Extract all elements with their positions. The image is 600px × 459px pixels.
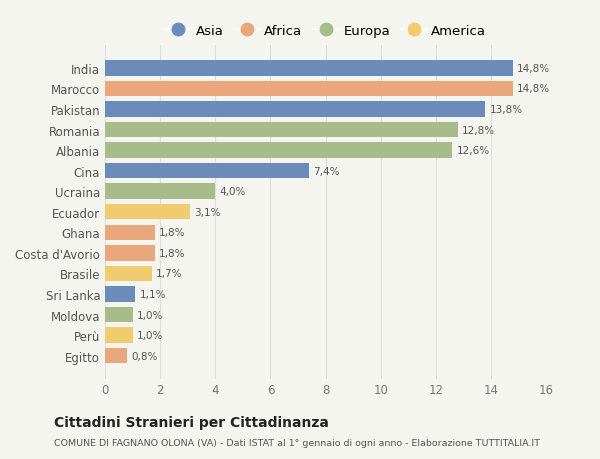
Text: 7,4%: 7,4% <box>313 166 340 176</box>
Text: Cittadini Stranieri per Cittadinanza: Cittadini Stranieri per Cittadinanza <box>54 415 329 429</box>
Bar <box>105 123 458 138</box>
Bar <box>105 205 190 220</box>
Text: 0,8%: 0,8% <box>131 351 158 361</box>
Text: 13,8%: 13,8% <box>490 105 523 115</box>
Bar <box>105 348 127 364</box>
Legend: Asia, Africa, Europa, America: Asia, Africa, Europa, America <box>160 19 491 43</box>
Text: 14,8%: 14,8% <box>517 64 550 74</box>
Text: 1,0%: 1,0% <box>137 310 163 320</box>
Text: 4,0%: 4,0% <box>220 187 246 197</box>
Bar <box>105 82 513 97</box>
Text: 1,1%: 1,1% <box>139 289 166 299</box>
Bar <box>105 266 152 281</box>
Text: 12,6%: 12,6% <box>457 146 490 156</box>
Text: 12,8%: 12,8% <box>462 125 495 135</box>
Text: 3,1%: 3,1% <box>194 207 221 217</box>
Bar <box>105 184 215 200</box>
Text: 1,8%: 1,8% <box>159 228 185 238</box>
Text: COMUNE DI FAGNANO OLONA (VA) - Dati ISTAT al 1° gennaio di ogni anno - Elaborazi: COMUNE DI FAGNANO OLONA (VA) - Dati ISTA… <box>54 438 540 448</box>
Text: 1,0%: 1,0% <box>137 330 163 340</box>
Bar <box>105 102 485 118</box>
Bar <box>105 328 133 343</box>
Bar <box>105 225 155 241</box>
Bar <box>105 286 136 302</box>
Bar <box>105 246 155 261</box>
Text: 14,8%: 14,8% <box>517 84 550 94</box>
Bar <box>105 61 513 76</box>
Text: 1,7%: 1,7% <box>156 269 182 279</box>
Text: 1,8%: 1,8% <box>159 248 185 258</box>
Bar <box>105 307 133 323</box>
Bar <box>105 143 452 158</box>
Bar <box>105 163 309 179</box>
